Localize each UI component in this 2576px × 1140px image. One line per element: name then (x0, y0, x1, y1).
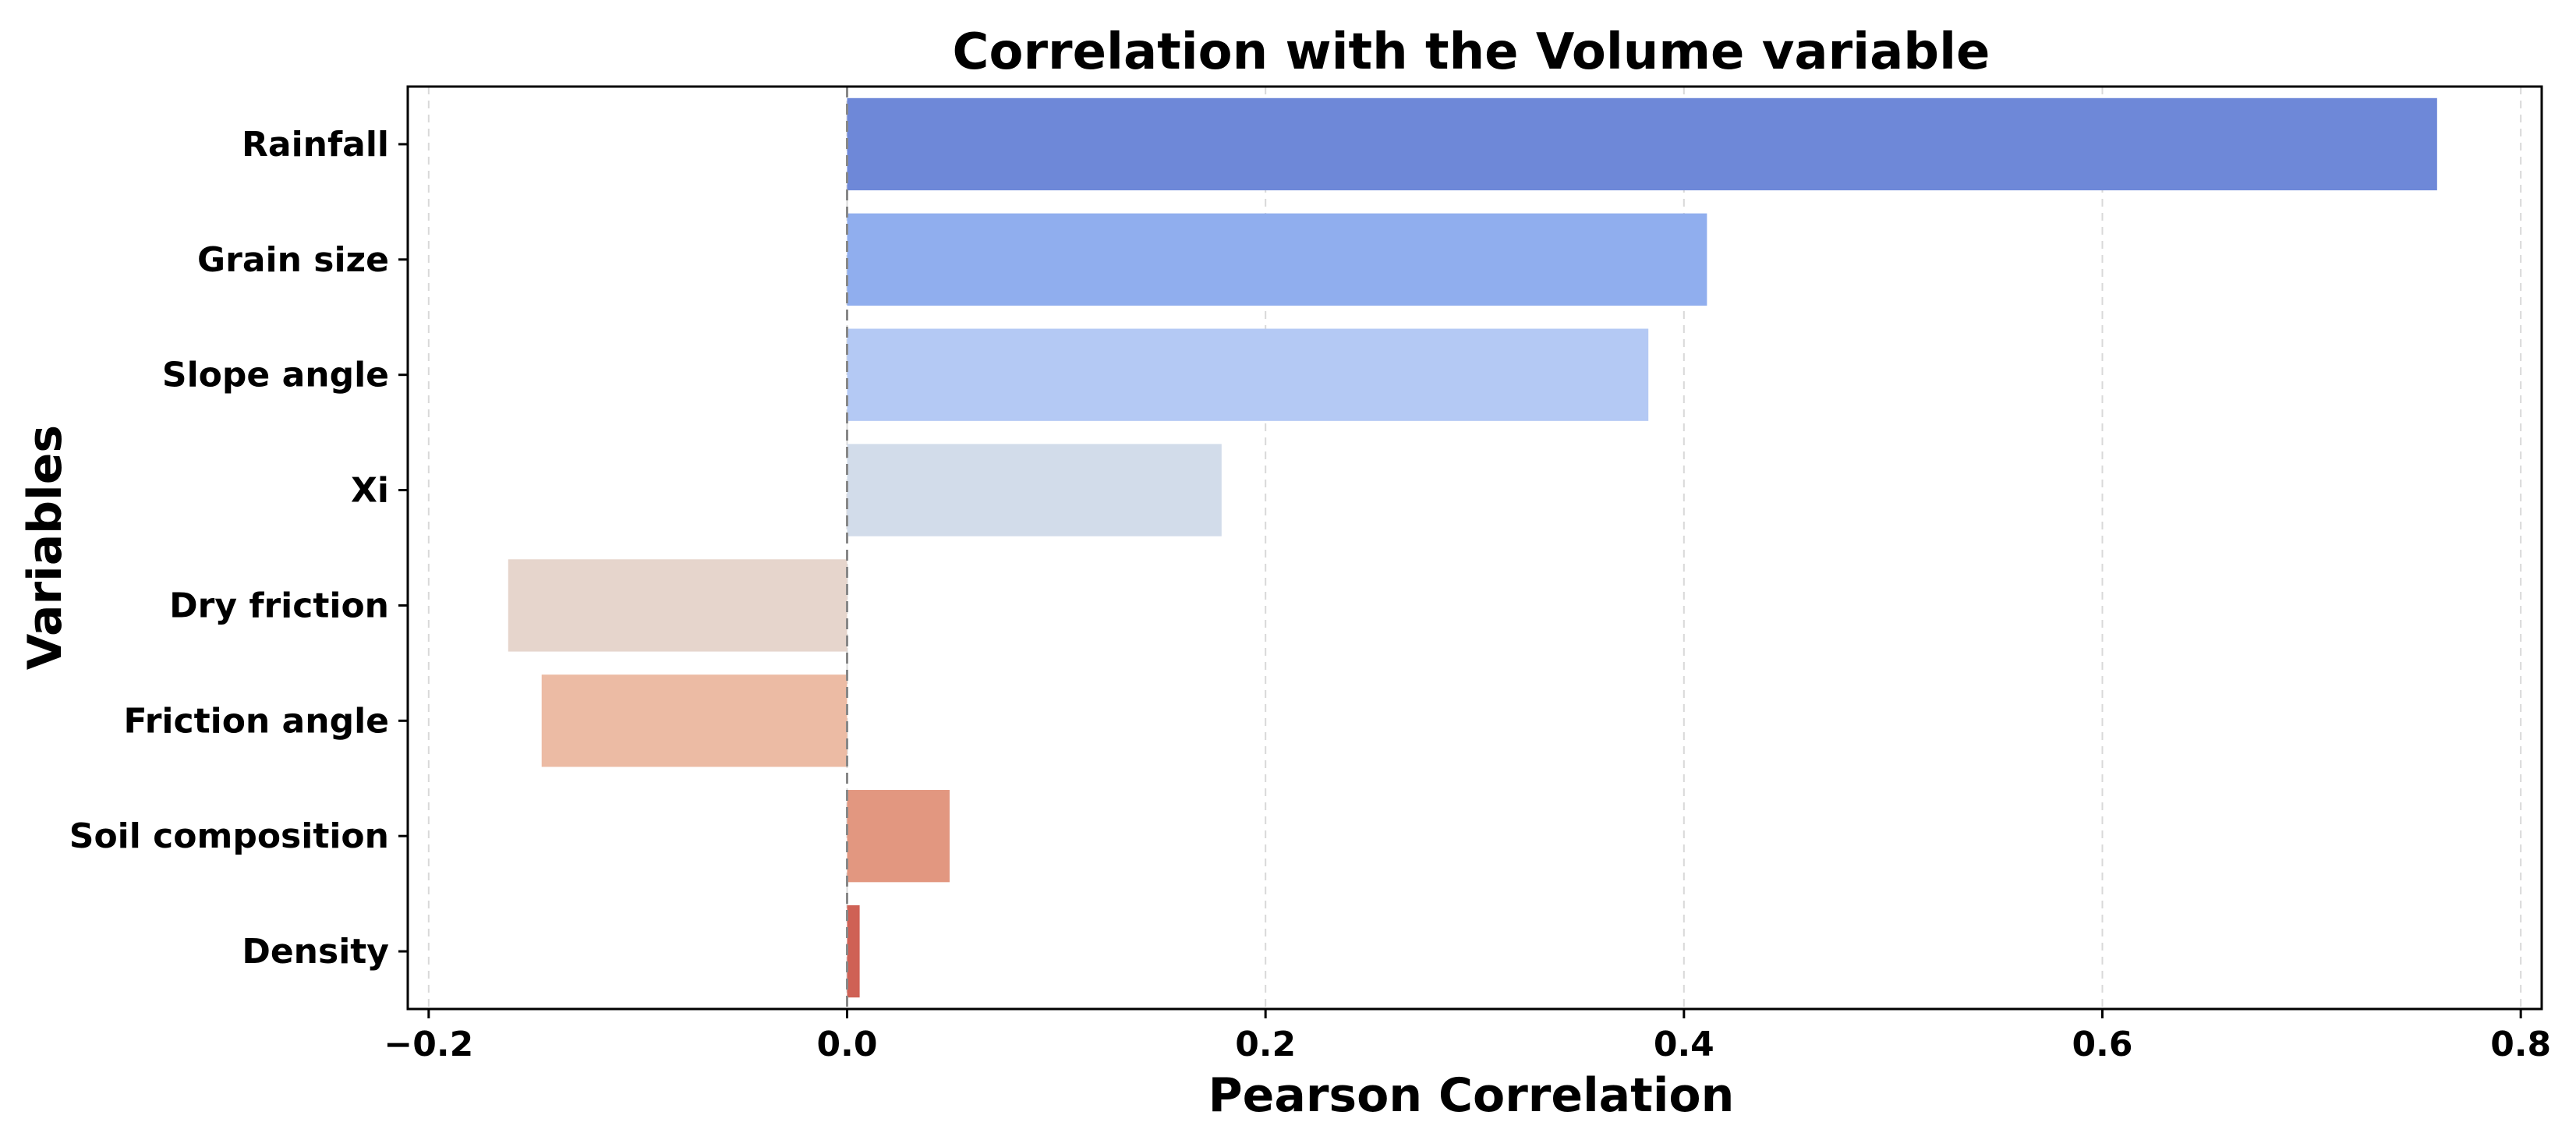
y-tick-label: Friction angle (123, 701, 389, 741)
y-tick-label: Slope angle (162, 356, 389, 395)
y-tick-label: Grain size (197, 240, 389, 280)
y-tick-label: Rainfall (242, 125, 389, 165)
y-tick-label: Soil composition (69, 816, 389, 856)
plot-frame (406, 85, 2543, 1011)
bar (847, 905, 860, 998)
bar (847, 213, 1707, 306)
x-axis-label: Pearson Correlation (1208, 1068, 1735, 1123)
bar-layer (508, 97, 2437, 998)
y-tick-label: Dry friction (169, 586, 389, 625)
bar (847, 97, 2437, 191)
x-tick-label: 0.8 (2490, 1025, 2551, 1064)
y-tick-label: Density (242, 932, 389, 972)
x-tick-label: −0.2 (384, 1025, 473, 1064)
y-axis-ticks: Rainfall Grain size Slope angle Xi Dry frict… (69, 125, 408, 972)
bar (847, 790, 950, 883)
x-tick-label: 0.4 (1654, 1025, 1714, 1064)
x-tick-label: 0.2 (1235, 1025, 1296, 1064)
x-tick-label: 0.6 (2072, 1025, 2133, 1064)
bar (541, 674, 847, 767)
bar (508, 559, 847, 652)
y-axis-label: Variables (18, 425, 73, 670)
x-tick-label: 0.0 (817, 1025, 878, 1064)
bar (847, 328, 1649, 421)
bar (847, 444, 1222, 536)
y-tick-label: Xi (351, 471, 389, 511)
chart-title: Correlation with the Volume variable (953, 23, 1990, 81)
x-axis-ticks: −0.2 0.0 0.2 0.4 0.6 0.8 (384, 1009, 2551, 1064)
